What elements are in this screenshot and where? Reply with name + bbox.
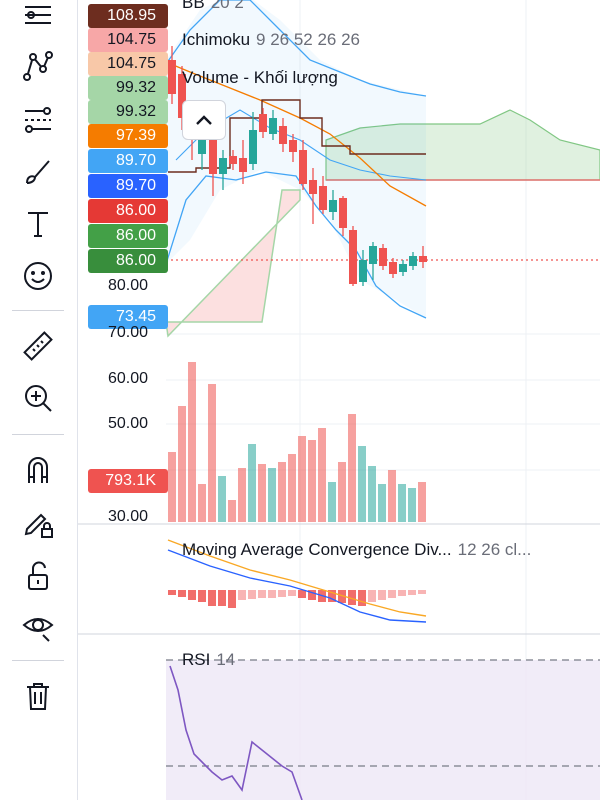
ruler-tool-icon[interactable] <box>16 326 60 366</box>
legend-bb-name: BB <box>182 0 205 12</box>
price-tag-ichimoku-kijun: 104.75 <box>88 52 168 76</box>
axis-label-50: 50.00 <box>108 415 149 432</box>
bb-lower <box>165 171 427 319</box>
drawing-toolbar <box>0 0 78 800</box>
rsi-band <box>166 660 600 800</box>
unlock-icon[interactable] <box>16 556 60 596</box>
legend-rsi-params: 14 <box>216 650 236 669</box>
volume-value-tag: 793.1K <box>88 469 168 493</box>
legend-bb[interactable]: BB 20 2 <box>182 0 244 13</box>
toolbar-divider <box>12 660 64 661</box>
emoji-tool-icon[interactable] <box>16 256 60 296</box>
legend-volume[interactable]: Volume - Khối lượng <box>182 68 338 88</box>
axis-label-80: 80.00 <box>108 277 149 294</box>
brush-tool-icon[interactable] <box>16 152 60 192</box>
volume-bars <box>168 362 426 522</box>
price-tag-chikou: 86.00 <box>88 224 168 248</box>
price-tag-bb-lower: 73.45 <box>88 305 168 329</box>
macd-histogram <box>168 590 426 608</box>
eye-icon[interactable] <box>16 606 60 646</box>
bb-upper <box>165 0 427 97</box>
axis-label-70: 70.00 <box>108 324 149 341</box>
legend-macd-name: Moving Average Convergence Div... <box>182 540 452 559</box>
price-tag-bb-basis: 89.70 <box>88 149 168 173</box>
trash-icon[interactable] <box>16 676 60 716</box>
price-tag-cloud-b: 99.32 <box>88 100 168 124</box>
pattern-tool-icon[interactable] <box>16 46 60 86</box>
lines-tool-icon[interactable] <box>16 0 60 40</box>
legend-ichimoku-params: 9 26 52 26 26 <box>256 30 361 49</box>
price-tag-kijun: 97.39 <box>88 124 168 148</box>
legend-macd[interactable]: Moving Average Convergence Div... 12 26 c… <box>182 540 531 560</box>
legend-macd-params: 12 26 cl... <box>457 540 532 559</box>
magnet-tool-icon[interactable] <box>16 450 60 490</box>
legend-rsi[interactable]: RSI 14 <box>182 650 235 670</box>
price-tag-cloud-a: 99.32 <box>88 76 168 100</box>
price-tag-ichimoku-senkou-a: 104.75 <box>88 28 168 52</box>
text-tool-icon[interactable] <box>16 204 60 244</box>
legend-rsi-name: RSI <box>182 650 211 669</box>
axis-label-60: 60.00 <box>108 370 149 387</box>
macd-line <box>167 549 427 623</box>
lock-drawings-icon[interactable] <box>16 502 60 542</box>
price-tag-current: 86.00 <box>88 249 168 273</box>
bollinger-band-fill <box>166 0 426 318</box>
macd-signal-line <box>167 539 427 617</box>
price-tag-ma: 89.70 <box>88 174 168 198</box>
fib-tool-icon[interactable] <box>16 100 60 140</box>
ichimoku-cloud-early <box>165 189 301 338</box>
price-tag-last-price: 86.00 <box>88 199 168 223</box>
legend-bb-params: 20 2 <box>210 0 244 12</box>
toolbar-divider <box>12 310 64 311</box>
rsi-line <box>169 665 303 800</box>
price-tag-bb-upper: 108.95 <box>88 4 168 28</box>
zoom-in-tool-icon[interactable] <box>16 378 60 418</box>
chevron-up-icon <box>196 115 212 125</box>
legend-ichimoku[interactable]: Ichimoku 9 26 52 26 26 <box>182 30 360 50</box>
axis-label-30: 30.00 <box>108 508 149 525</box>
legend-ichimoku-name: Ichimoku <box>182 30 251 49</box>
collapse-legend-button[interactable] <box>182 100 226 140</box>
legend-volume-name: Volume - Khối lượng <box>182 68 338 87</box>
toolbar-divider <box>12 434 64 435</box>
